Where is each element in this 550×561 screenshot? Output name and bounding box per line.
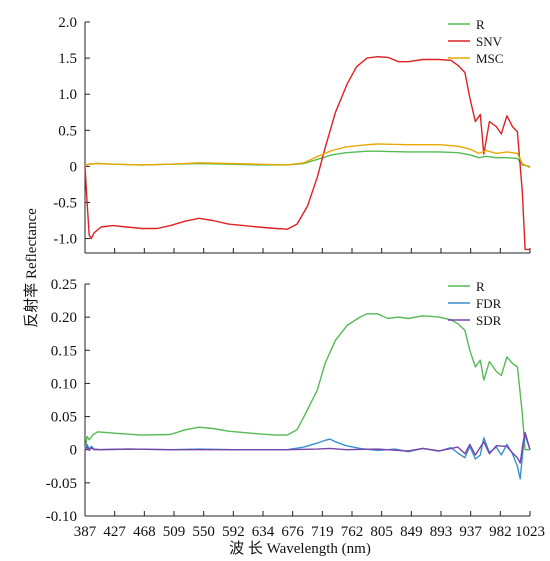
bottom-y-tick-label: -0.05: [46, 476, 77, 492]
x-tick-label: 550: [192, 524, 215, 540]
x-tick-label: 849: [400, 524, 423, 540]
x-tick-label: 719: [311, 524, 334, 540]
bottom-legend-label-sdr: SDR: [476, 313, 502, 328]
top-y-tick-label: -0.5: [53, 195, 77, 211]
top-legend-label-snv: SNV: [476, 34, 503, 49]
bottom-y-tick-label: 0.05: [51, 410, 77, 426]
top-y-tick-label: 0: [70, 159, 78, 175]
bottom-y-tick-label: 0: [70, 443, 78, 459]
top-y-tick-label: 2.0: [58, 15, 77, 31]
bottom-y-tick-label: 0.10: [51, 376, 77, 392]
y-axis-label: 反射率 Reflectance: [23, 208, 40, 328]
top-panel: 2.0 1.5 1.0 0.5 0 -0.5 -1.0 R SNV MSC: [53, 15, 531, 254]
x-tick-label: 387: [74, 524, 97, 540]
top-y-tick-label: 1.0: [58, 87, 77, 103]
top-series-line-msc: [84, 143, 531, 169]
bottom-legend-label-fdr: FDR: [476, 296, 502, 311]
top-y-tick-label: -1.0: [53, 232, 77, 248]
bottom-y-tick-label: 0.20: [51, 310, 77, 326]
x-tick-label: 893: [430, 524, 453, 540]
bottom-series-line-fdr: [84, 434, 531, 480]
bottom-series-line-sdr: [84, 431, 531, 464]
x-tick-label: 427: [103, 524, 126, 540]
x-tick-label: 509: [163, 524, 186, 540]
x-tick-label: 937: [459, 524, 482, 540]
bottom-y-tick-label: 0.25: [51, 277, 77, 293]
top-series-line-snv: [84, 56, 530, 251]
bottom-y-tick-label: -0.10: [46, 509, 77, 525]
x-tick-label: 982: [489, 524, 512, 540]
x-tick-label: 676: [281, 524, 304, 540]
x-tick-label: 592: [222, 524, 245, 540]
bottom-series-line-r: [84, 313, 530, 451]
top-y-tick-label: 0.5: [58, 123, 77, 139]
bottom-legend-label-r: R: [476, 279, 485, 294]
x-axis-label: 波 长 Wavelength (nm): [229, 540, 371, 557]
x-tick-label: 1023: [515, 524, 545, 540]
top-y-tick-label: 1.5: [58, 51, 77, 67]
x-tick-label: 634: [252, 524, 275, 540]
x-tick-label: 805: [370, 524, 393, 540]
top-legend-label-msc: MSC: [476, 51, 503, 66]
x-tick-label: 762: [341, 524, 364, 540]
bottom-y-tick-label: 0.15: [51, 343, 77, 359]
x-tick-label: 468: [133, 524, 156, 540]
top-legend-label-r: R: [476, 17, 485, 32]
